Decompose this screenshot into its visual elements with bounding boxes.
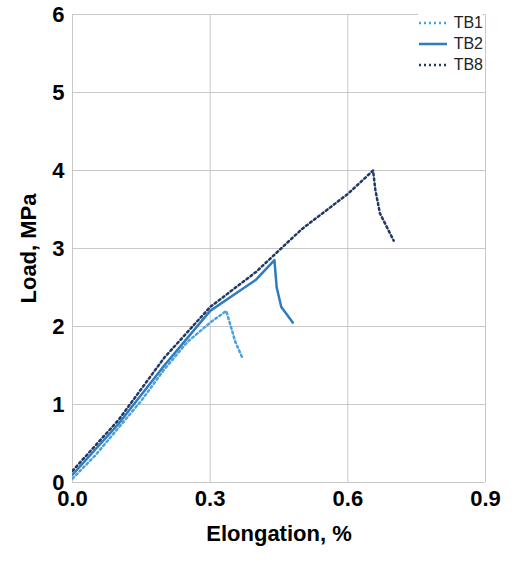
svg-text:2: 2 xyxy=(52,314,64,339)
svg-text:0.3: 0.3 xyxy=(195,486,226,511)
html-text:TB2: TB2 xyxy=(453,34,483,52)
svg-text:3: 3 xyxy=(52,236,64,261)
svg-text:0: 0 xyxy=(52,470,64,495)
svg-text:0.9: 0.9 xyxy=(470,486,501,511)
svg-text:Elongation, %: Elongation, % xyxy=(206,521,351,546)
svg-text:0.0: 0.0 xyxy=(57,486,88,512)
svg-text:5: 5 xyxy=(52,80,64,105)
svg-text:4: 4 xyxy=(52,158,65,183)
html-text:TB1: TB1 xyxy=(453,13,483,31)
svg-text:1: 1 xyxy=(52,392,64,417)
svg-text:Load, MPa: Load, MPa xyxy=(16,193,41,304)
html-text:TB8: TB8 xyxy=(453,55,483,73)
svg-text:6: 6 xyxy=(52,2,64,27)
svg-text:0.6: 0.6 xyxy=(333,486,364,511)
